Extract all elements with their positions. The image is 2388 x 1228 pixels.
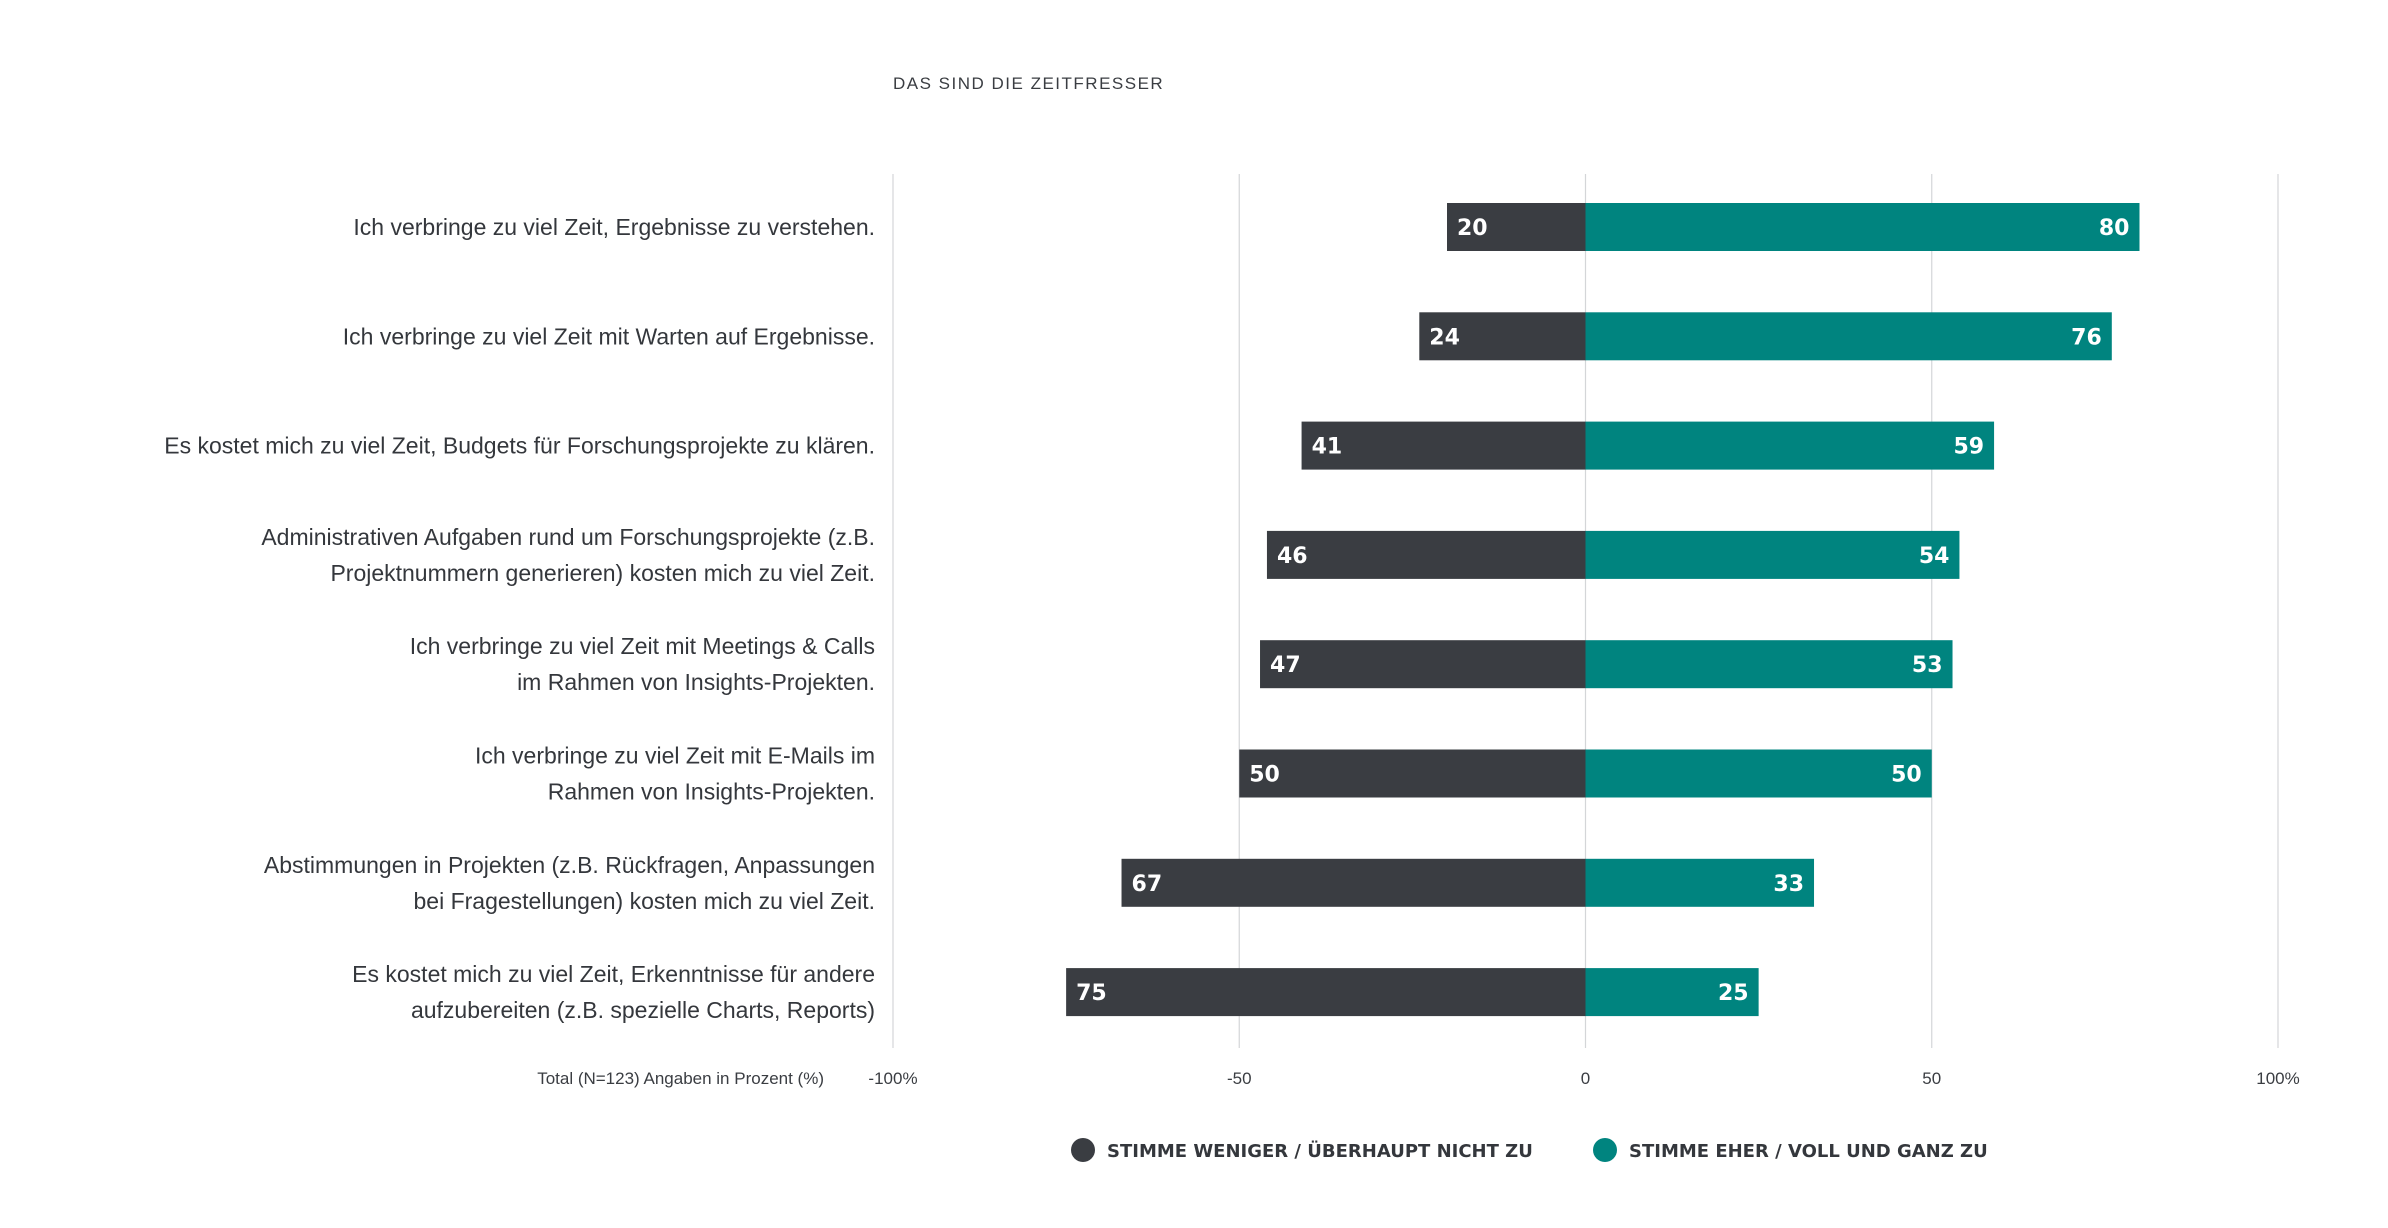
bar-value-negative: 50 [1249,763,1280,788]
category-label: Ich verbringe zu viel Zeit mit Warten au… [343,323,875,349]
legend-swatch [1593,1138,1617,1162]
category-label: Administrativen Aufgaben rund um Forschu… [261,524,875,550]
category-label: Ich verbringe zu viel Zeit mit E-Mails i… [475,743,875,769]
bar-positive [1585,640,1953,689]
legend-swatch [1071,1138,1095,1162]
category-label: Ich verbringe zu viel Zeit, Ergebnisse z… [353,214,875,240]
bar-value-positive: 25 [1718,981,1749,1006]
category-label: im Rahmen von Insights-Projekten. [517,669,875,695]
x-tick-label: 50 [1922,1069,1941,1088]
bar-positive [1585,203,2140,251]
chart-title: DAS SIND DIE ZEITFRESSER [893,74,1165,93]
bar-value-negative: 67 [1132,872,1163,897]
bar-negative [1121,858,1586,907]
legend: STIMME WENIGER / ÜBERHAUPT NICHT ZU STIMM… [1071,1138,1988,1162]
x-tick-label: -100% [868,1069,917,1088]
category-label: bei Fragestellungen) kosten mich zu viel… [414,888,876,914]
bar-positive [1585,530,1960,579]
bar-positive [1585,312,2112,361]
bar-value-positive: 54 [1919,544,1950,569]
bar-value-negative: 20 [1457,216,1488,241]
bar-negative [1301,421,1586,470]
bar-negative [1447,203,1586,251]
bar-negative [1260,640,1586,689]
bar-positive [1585,858,1815,907]
bar-value-negative: 75 [1076,981,1107,1006]
bar-value-negative: 47 [1270,653,1301,678]
category-labels: Ich verbringe zu viel Zeit, Ergebnisse z… [164,214,875,1023]
category-label: Ich verbringe zu viel Zeit mit Meetings … [410,633,875,659]
bar-value-positive: 53 [1912,653,1943,678]
x-tick-label: -50 [1227,1069,1252,1088]
bar-value-positive: 50 [1891,763,1922,788]
bar-value-positive: 59 [1953,435,1984,460]
legend-label: STIMME WENIGER / ÜBERHAUPT NICHT ZU [1107,1140,1533,1162]
x-tick-label: 0 [1581,1069,1590,1088]
legend-label: STIMME EHER / VOLL UND GANZ ZU [1629,1141,1988,1162]
bar-value-positive: 76 [2071,325,2102,350]
bar-value-negative: 46 [1277,544,1308,569]
bar-negative [1419,312,1586,361]
bar-value-negative: 24 [1429,325,1460,350]
category-label: aufzubereiten (z.B. spezielle Charts, Re… [411,997,875,1023]
sample-note: Total (N=123) Angaben in Prozent (%) [537,1069,824,1088]
category-label: Es kostet mich zu viel Zeit, Budgets für… [164,433,875,459]
bar-negative [1239,749,1586,798]
category-label: Abstimmungen in Projekten (z.B. Rückfrag… [264,852,875,878]
bar-value-negative: 41 [1312,435,1343,460]
bar-positive [1585,749,1932,798]
bar-positive [1585,968,1759,1017]
bar-value-positive: 33 [1773,872,1804,897]
category-label: Projektnummern generieren) kosten mich z… [330,560,875,586]
x-tick-label: 100% [2256,1069,2299,1088]
x-axis-ticks: -100% -50 0 50 100% [868,1069,2299,1088]
bars: 20 80 24 76 41 59 46 54 47 53 50 50 67 33 75 25 [1066,203,2140,1017]
category-label: Es kostet mich zu viel Zeit, Erkenntniss… [352,961,875,987]
bar-negative [1266,530,1586,579]
bar-positive [1585,421,1995,470]
category-label: Rahmen von Insights-Projekten. [548,779,875,805]
gridlines [892,174,2279,1048]
bar-value-positive: 80 [2099,216,2130,241]
bar-negative [1066,968,1586,1017]
